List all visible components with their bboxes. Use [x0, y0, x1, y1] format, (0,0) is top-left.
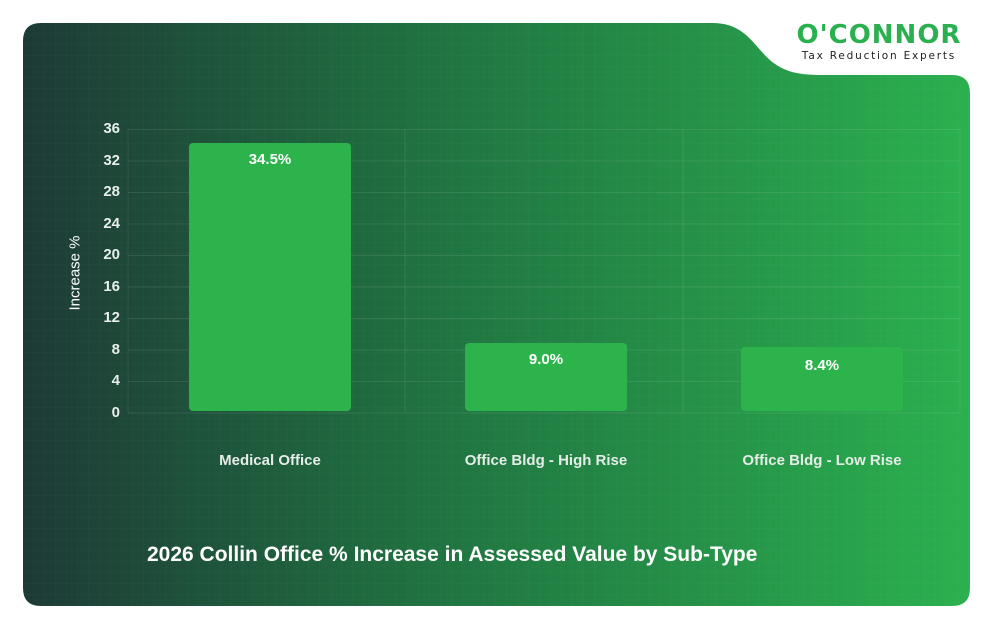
x-tick-label: Office Bldg - High Rise	[464, 452, 628, 469]
y-tick: 20	[103, 246, 120, 263]
y-tick: 16	[103, 278, 120, 295]
bar-value-label: 34.5%	[248, 151, 292, 168]
y-tick: 36	[103, 120, 120, 137]
y-tick: 32	[103, 152, 120, 169]
y-tick: 4	[111, 372, 120, 389]
y-tick: 0	[111, 404, 120, 421]
y-tick: 12	[103, 309, 120, 326]
bar-value-label: 8.4%	[804, 357, 840, 374]
x-tick-label: Office Bldg - Low Rise	[742, 452, 902, 469]
logo-wordmark: O'CONNOR	[796, 20, 962, 50]
y-axis-label: Increase %	[66, 235, 84, 311]
logo-tagline: Tax Reduction Experts	[801, 50, 957, 62]
bar-office-bldg-high-rise: 9.0%	[465, 343, 627, 411]
y-tick: 24	[103, 215, 120, 232]
y-tick: 28	[103, 183, 120, 200]
x-tick-label: Medical Office	[219, 452, 321, 469]
bar-medical-office: 34.5%	[189, 143, 351, 411]
bar-office-bldg-low-rise: 8.4%	[741, 347, 903, 411]
chart-title: 2026 Collin Office % Increase in Assesse…	[147, 543, 758, 566]
oconnor-logo: O'CONNOR Tax Reduction Experts	[786, 20, 972, 62]
bar-value-label: 9.0%	[528, 351, 564, 368]
y-tick: 8	[111, 341, 120, 358]
